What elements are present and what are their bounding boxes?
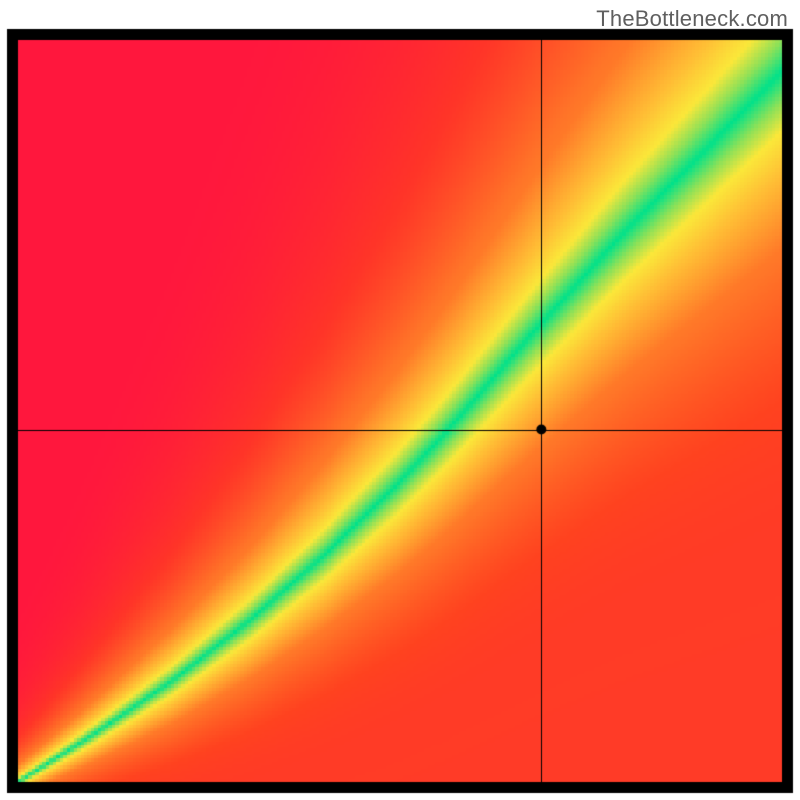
watermark-text: TheBottleneck.com — [596, 6, 788, 32]
figure-root: TheBottleneck.com — [0, 0, 800, 800]
bottleneck-heatmap — [0, 0, 800, 800]
